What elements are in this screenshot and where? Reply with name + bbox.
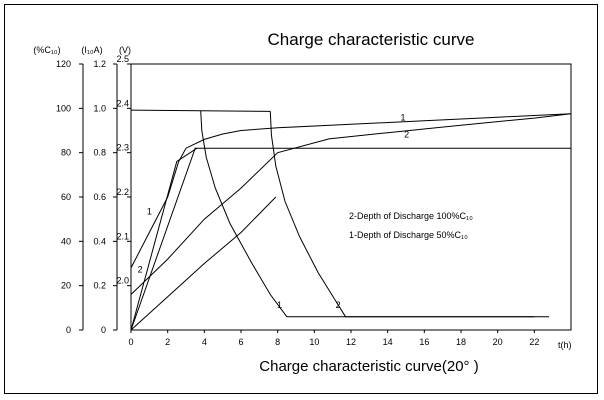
y-tick-label-voltage: 2.4: [116, 98, 129, 108]
x-tick-label: 16: [419, 337, 429, 347]
y-tick-label-voltage: 2.3: [116, 143, 129, 153]
y-axis-label-percent: (%C₁₀): [33, 45, 60, 55]
series-label-0: 1: [147, 207, 152, 217]
y-tick-label-current: 1.0: [93, 103, 106, 113]
x-tick-label: 8: [275, 337, 280, 347]
curves: 1 2 1 2 1 2: [130, 109, 572, 331]
y-tick-label-current: 0: [101, 325, 106, 335]
chart-caption: Charge characteristic curve(20° ): [259, 358, 478, 375]
series-line-3: [130, 147, 571, 331]
y-tick-label-voltage: 2.0: [116, 276, 129, 286]
y-tick-label-voltage: 2.2: [116, 187, 129, 197]
y-tick-label-current: 0.8: [93, 148, 106, 158]
x-tick-label: 0: [128, 337, 133, 347]
y-tick-label-percent: 40: [61, 236, 71, 246]
series-line-2: [130, 109, 271, 112]
y-tick-label-current: 0.6: [93, 192, 106, 202]
y-axis-label-current: (I₁₀A): [81, 45, 102, 55]
series-line-0: [130, 113, 572, 269]
x-tick-label: 12: [346, 337, 356, 347]
series-label-top-1: 1: [400, 113, 405, 123]
x-axis-label: t(h): [558, 340, 572, 350]
x-tick-label: 4: [202, 337, 207, 347]
y-tick-label-percent: 0: [66, 325, 71, 335]
series-label-top-2: 2: [404, 130, 409, 140]
axes: 0 2 4 6 8 10 12 14 16 18 20 2202040608010012000.20.…: [56, 54, 572, 347]
plot-box: [130, 63, 572, 331]
series-line-1: [130, 113, 572, 295]
series-label-6: 1: [277, 300, 282, 310]
series-line-4: [130, 147, 198, 331]
x-tick-label: 20: [493, 337, 503, 347]
x-tick-label: 2: [165, 337, 170, 347]
series-label-7: 2: [336, 300, 341, 310]
legend-entry-1: 1-Depth of Discharge 50%C₁₀: [349, 230, 468, 240]
y-tick-label-voltage: 2.5: [116, 54, 129, 64]
y-tick-label-percent: 80: [61, 148, 71, 158]
x-tick-label: 10: [309, 337, 319, 347]
chart-title: Charge characteristic curve: [268, 30, 475, 49]
x-tick-label: 6: [238, 337, 243, 347]
y-tick-label-current: 1.2: [93, 59, 106, 69]
x-tick-label: 14: [383, 337, 393, 347]
y-tick-label-voltage: 2.1: [116, 231, 129, 241]
series-label-1: 2: [138, 264, 143, 274]
chart-svg: Charge characteristic curve Charge chara…: [33, 30, 572, 375]
chart-frame: Charge characteristic curve Charge chara…: [4, 4, 598, 394]
y-tick-label-percent: 120: [56, 59, 71, 69]
series-line-7: [269, 111, 549, 318]
y-tick-label-percent: 20: [61, 281, 71, 291]
y-tick-label-percent: 100: [56, 103, 71, 113]
y-axis-label-voltage: (V): [119, 45, 131, 55]
x-tick-label: 18: [456, 337, 466, 347]
y-tick-label-current: 0.2: [93, 281, 106, 291]
x-tick-label: 22: [529, 337, 539, 347]
series-line-6: [200, 110, 535, 318]
y-tick-label-current: 0.4: [93, 236, 106, 246]
series-line-5: [130, 196, 277, 331]
legend-entry-2: 2-Depth of Discharge 100%C₁₀: [349, 211, 473, 221]
y-tick-label-percent: 60: [61, 192, 71, 202]
